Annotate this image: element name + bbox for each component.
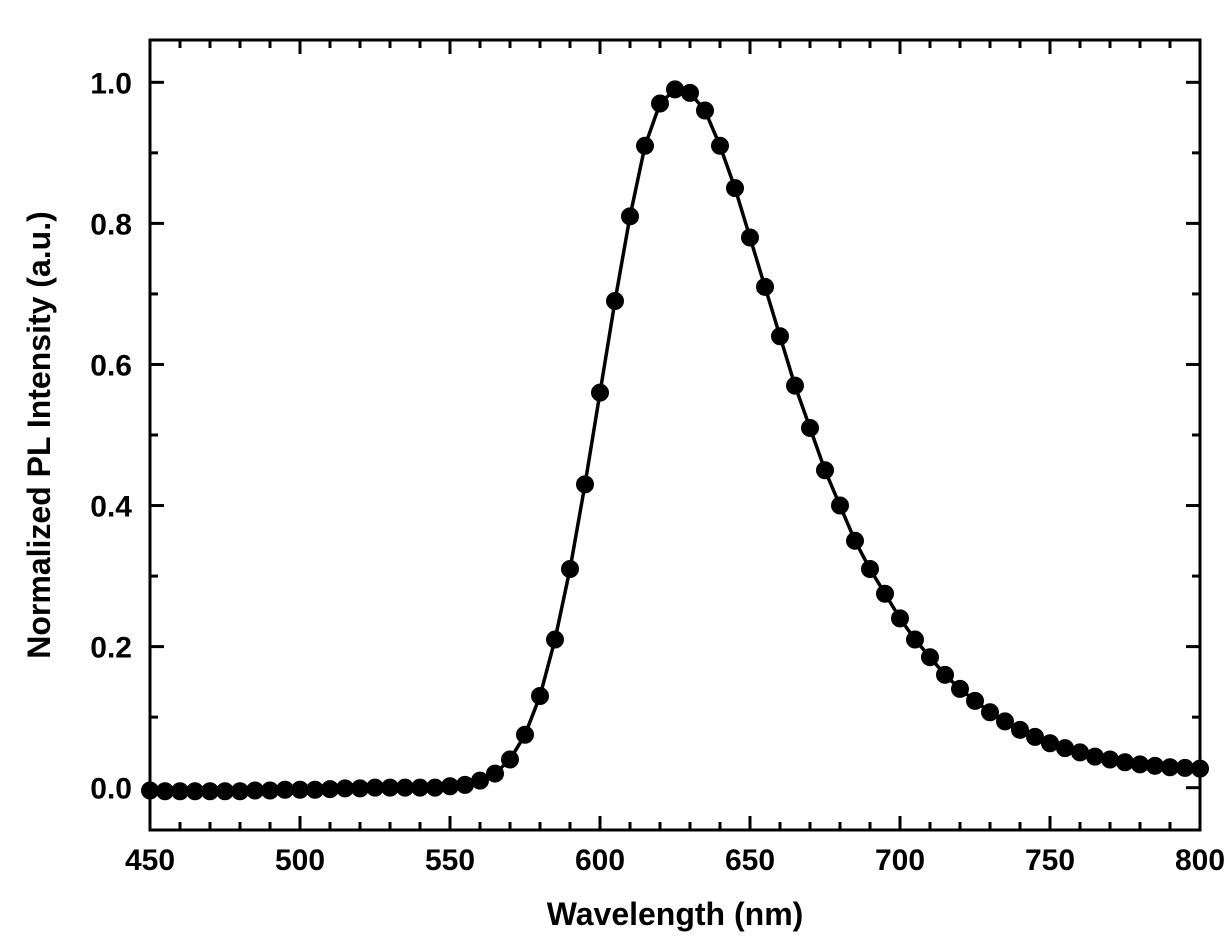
series-marker [157, 783, 174, 800]
series-marker [217, 783, 234, 800]
series-marker [637, 137, 654, 154]
series-marker [982, 704, 999, 721]
series-marker [727, 180, 744, 197]
y-tick-label: 0.2 [90, 632, 132, 665]
series-marker [322, 781, 339, 798]
series-marker [352, 780, 369, 797]
series-marker [937, 666, 954, 683]
series-marker [562, 561, 579, 578]
series-marker [997, 713, 1014, 730]
series-marker [142, 782, 159, 799]
series-marker [427, 779, 444, 796]
series-marker [787, 377, 804, 394]
x-tick-label: 800 [1175, 844, 1225, 877]
series-marker [592, 384, 609, 401]
series-marker [1102, 751, 1119, 768]
series-marker [457, 776, 474, 793]
series-marker [1042, 735, 1059, 752]
series-marker [712, 137, 729, 154]
series-marker [847, 532, 864, 549]
series-marker [262, 782, 279, 799]
series-marker [472, 772, 489, 789]
series-marker [397, 779, 414, 796]
series-marker [187, 783, 204, 800]
y-tick-label: 0.8 [90, 208, 132, 241]
series-marker [517, 726, 534, 743]
series-marker [577, 476, 594, 493]
chart-svg: 450 500 550 600 650 700 750 800 0.0 0.2 0.4 0.6 0.8 1… [0, 0, 1232, 948]
series-marker [247, 782, 264, 799]
series-marker [1147, 757, 1164, 774]
series-marker [907, 631, 924, 648]
series-marker [1162, 759, 1179, 776]
series-marker [922, 649, 939, 666]
y-tick-label: 0.0 [90, 773, 132, 806]
series-marker [1027, 728, 1044, 745]
series-marker [652, 95, 669, 112]
series-marker [1072, 744, 1089, 761]
series-marker [1057, 740, 1074, 757]
series-marker [337, 780, 354, 797]
x-tick-label: 600 [575, 844, 625, 877]
series-marker [1012, 721, 1029, 738]
series-marker [877, 585, 894, 602]
series-marker [832, 497, 849, 514]
series-marker [547, 631, 564, 648]
series-marker [1087, 748, 1104, 765]
pl-spectrum-chart: 450 500 550 600 650 700 750 800 0.0 0.2 0.4 0.6 0.8 1… [0, 0, 1232, 948]
series-marker [607, 292, 624, 309]
series-marker [1117, 754, 1134, 771]
series-marker [202, 783, 219, 800]
series-marker [967, 692, 984, 709]
series-marker [772, 328, 789, 345]
series-marker [277, 781, 294, 798]
x-tick-label: 450 [125, 844, 175, 877]
series-marker [1132, 756, 1149, 773]
x-axis-label: Wavelength (nm) [547, 896, 804, 932]
series-marker [667, 81, 684, 98]
series-marker [292, 781, 309, 798]
series-marker [892, 610, 909, 627]
x-tick-label: 550 [425, 844, 475, 877]
series-marker [862, 561, 879, 578]
series-marker [382, 779, 399, 796]
series-marker [307, 781, 324, 798]
x-tick-label: 500 [275, 844, 325, 877]
series-marker [1192, 760, 1209, 777]
series-marker [412, 779, 429, 796]
series-marker [742, 229, 759, 246]
series-marker [757, 278, 774, 295]
series-marker [622, 208, 639, 225]
series-marker [532, 687, 549, 704]
y-tick-label: 1.0 [90, 67, 132, 100]
x-tick-label: 750 [1025, 844, 1075, 877]
series-marker [232, 783, 249, 800]
series-marker [367, 779, 384, 796]
y-axis-label: Normalized PL Intensity (a.u.) [21, 211, 57, 658]
y-tick-label: 0.4 [90, 491, 132, 524]
series-marker [817, 462, 834, 479]
series-marker [802, 419, 819, 436]
series-marker [1177, 759, 1194, 776]
y-tick-label: 0.6 [90, 349, 132, 382]
x-tick-label: 700 [875, 844, 925, 877]
series-marker [442, 778, 459, 795]
series-marker [502, 751, 519, 768]
series-marker [172, 783, 189, 800]
series-marker [697, 102, 714, 119]
series-marker [952, 680, 969, 697]
series-marker [487, 765, 504, 782]
series-marker [682, 84, 699, 101]
x-tick-label: 650 [725, 844, 775, 877]
